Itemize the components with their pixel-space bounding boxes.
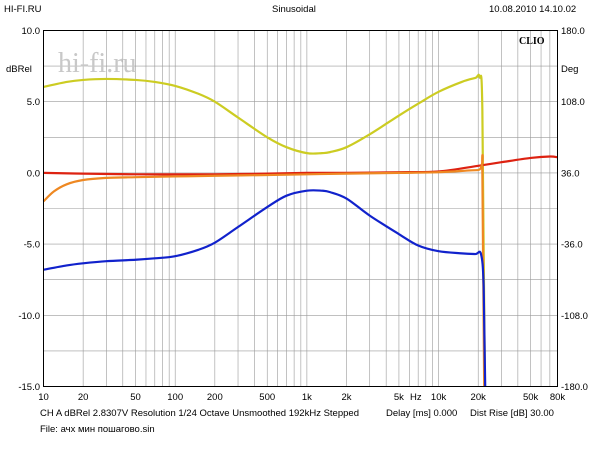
header-title: Sinusoidal bbox=[272, 4, 316, 15]
footer-settings: CH A dBRel 2.8307V Resolution 1/24 Octav… bbox=[40, 408, 359, 419]
x-tick-label: 80k bbox=[550, 392, 566, 403]
footer-dist-rise: Dist Rise [dB] 30.00 bbox=[470, 408, 554, 419]
y-tick-label: -10.0 bbox=[18, 311, 40, 322]
x-axis-unit: Hz bbox=[410, 392, 422, 403]
x-tick-label: 20 bbox=[78, 392, 89, 403]
grid bbox=[43, 30, 558, 387]
y-axis-label: dBRel bbox=[6, 64, 32, 75]
x-tick-label: 10 bbox=[38, 392, 49, 403]
x-tick-label: 20k bbox=[471, 392, 487, 403]
response-curve-blue bbox=[43, 189, 487, 387]
x-tick-label: 50 bbox=[130, 392, 141, 403]
x-tick-label: 50k bbox=[523, 392, 539, 403]
y-tick-label: 10.0 bbox=[22, 26, 41, 37]
x-tick-label: 2k bbox=[342, 392, 352, 403]
y2-tick-label: 108.0 bbox=[561, 97, 585, 108]
y2-tick-label: -180.0 bbox=[561, 382, 588, 393]
x-tick-label: 500 bbox=[259, 392, 275, 403]
x-tick-label: 100 bbox=[167, 392, 183, 403]
y-tick-label: 0.0 bbox=[27, 168, 40, 179]
header-brand: HI-FI.RU bbox=[4, 4, 42, 15]
y-tick-label: -5.0 bbox=[24, 240, 40, 251]
x-tick-label: 10k bbox=[431, 392, 447, 403]
y2-tick-label: 180.0 bbox=[561, 26, 585, 37]
plot-frame bbox=[43, 30, 558, 387]
response-curve-orange bbox=[42, 153, 486, 387]
phase-curve-yellow bbox=[43, 73, 487, 387]
x-tick-label: 5k bbox=[394, 392, 404, 403]
y2-tick-label: -36.0 bbox=[561, 240, 583, 251]
y-tick-label: -15.0 bbox=[18, 382, 40, 393]
footer-delay: Delay [ms] 0.000 bbox=[386, 408, 458, 419]
y2-axis-label: Deg bbox=[561, 64, 578, 75]
header-timestamp: 10.08.2010 14.10.02 bbox=[489, 4, 577, 15]
x-tick-label: 1k bbox=[302, 392, 312, 403]
footer-file: File: ачх мин пошагово.sin bbox=[40, 424, 155, 435]
x-tick-label: 200 bbox=[207, 392, 223, 403]
y-tick-label: 5.0 bbox=[27, 97, 40, 108]
y2-tick-label: 36.0 bbox=[561, 168, 580, 179]
y2-tick-label: -108.0 bbox=[561, 311, 588, 322]
watermark: hi-fi.ru bbox=[58, 48, 137, 79]
tick-labels: 10 20 50 100 200 500 1k 2k 5k 10k 20k 50k 80k 10.0 5.0… bbox=[18, 26, 588, 403]
clio-badge: CLIO bbox=[519, 36, 545, 47]
curves bbox=[42, 73, 558, 387]
